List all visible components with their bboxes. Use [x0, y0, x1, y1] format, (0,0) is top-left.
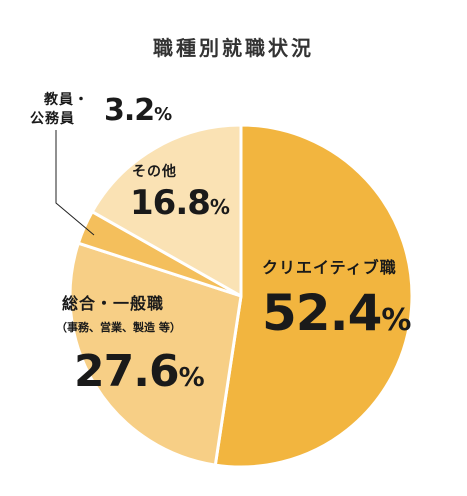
value-general: 27.6 — [74, 346, 180, 397]
label-teacher-value: 3.2% — [104, 96, 172, 126]
label-general-note: （事務、営業、製造 等） — [56, 321, 181, 334]
leader-line-teacher — [55, 130, 95, 236]
label-other-name: その他 — [132, 164, 177, 180]
label-other-value: 16.8% — [130, 186, 230, 220]
unit-general: % — [178, 363, 205, 393]
unit-creative: % — [381, 303, 412, 338]
unit-other: % — [209, 195, 230, 219]
value-teacher: 3.2 — [104, 93, 155, 128]
value-creative: 52.4 — [262, 284, 382, 342]
slice-general — [68, 241, 243, 467]
label-teacher-name-line2: 公務員 — [30, 111, 75, 127]
unit-teacher: % — [154, 104, 173, 125]
label-general-name: 総合・一般職 — [62, 294, 165, 313]
label-teacher-name-line1: 教員・ — [44, 92, 89, 108]
chart-title: 職種別就職状況 — [153, 36, 314, 60]
label-creative-name: クリエイティブ職 — [262, 258, 397, 277]
slice-creative — [213, 123, 414, 469]
value-other: 16.8 — [130, 183, 211, 223]
label-general-value: 27.6% — [74, 350, 205, 394]
slice-other — [90, 123, 243, 298]
label-creative-value: 52.4% — [262, 288, 411, 338]
